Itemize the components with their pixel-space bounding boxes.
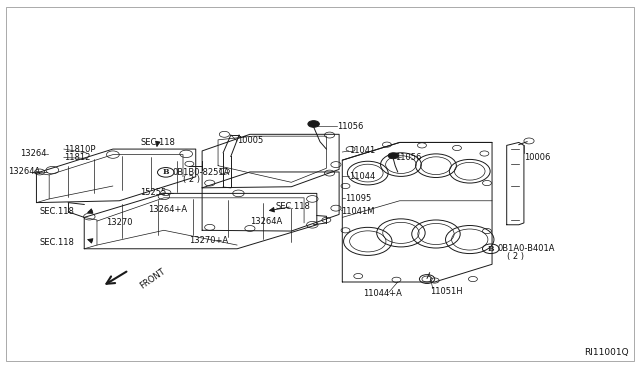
Text: SEC.118: SEC.118: [40, 238, 74, 247]
Text: 11056: 11056: [337, 122, 364, 131]
Circle shape: [388, 153, 398, 159]
Text: SEC.118: SEC.118: [140, 138, 175, 147]
Text: 13264: 13264: [20, 150, 47, 158]
Text: 11810P: 11810P: [64, 145, 95, 154]
Text: 11044: 11044: [349, 171, 375, 180]
Text: 10006: 10006: [524, 153, 550, 163]
Text: 11041M: 11041M: [341, 206, 374, 216]
Text: ( 2 ): ( 2 ): [507, 251, 524, 261]
Text: 13264+A: 13264+A: [148, 205, 187, 215]
Text: 13270+A: 13270+A: [189, 236, 228, 245]
Text: 13264A: 13264A: [8, 167, 40, 176]
Text: 11056: 11056: [395, 153, 422, 162]
Text: 11041: 11041: [349, 147, 375, 155]
Text: SEC.118: SEC.118: [275, 202, 310, 211]
Text: RI11001Q: RI11001Q: [584, 347, 629, 357]
Text: B: B: [163, 169, 169, 176]
Circle shape: [308, 121, 319, 127]
Text: 11095: 11095: [346, 195, 372, 203]
Text: 0B1A0-B401A: 0B1A0-B401A: [497, 244, 555, 253]
Text: FRONT: FRONT: [138, 267, 167, 291]
Text: 0B1B0-8251A: 0B1B0-8251A: [172, 168, 230, 177]
Text: 15255: 15255: [140, 188, 166, 197]
Text: 13264A: 13264A: [250, 217, 282, 225]
Text: 10005: 10005: [237, 137, 264, 145]
Text: ( 2 ): ( 2 ): [183, 175, 200, 184]
Text: 13270: 13270: [106, 218, 133, 227]
Text: B: B: [488, 245, 494, 253]
Text: SEC.118: SEC.118: [40, 206, 74, 216]
Text: 11812: 11812: [64, 153, 90, 162]
Text: 11044+A: 11044+A: [364, 289, 402, 298]
Text: 11051H: 11051H: [429, 287, 462, 296]
